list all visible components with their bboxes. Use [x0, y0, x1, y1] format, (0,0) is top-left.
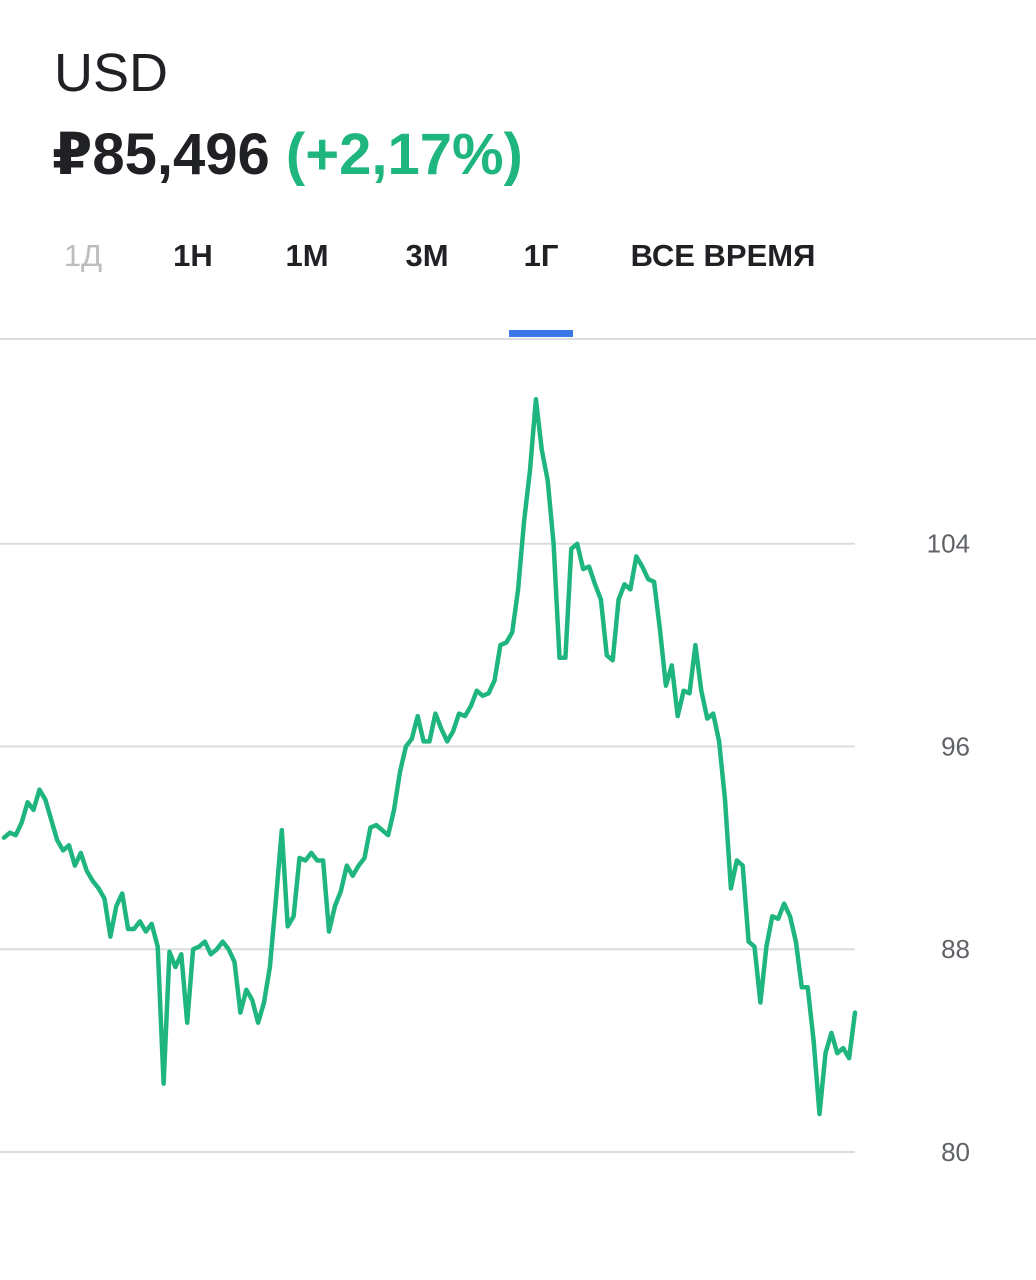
price-change: (+2,17%): [285, 122, 523, 187]
range-tab: 1Д: [63, 238, 103, 273]
range-tab[interactable]: 1Н: [173, 238, 213, 273]
price-line: [1, 397, 858, 1117]
range-tab[interactable]: 3М: [405, 238, 449, 273]
price: ₽85,496: [52, 122, 270, 187]
y-tick-label: 80: [941, 1137, 970, 1167]
y-tick-label: 88: [941, 934, 970, 964]
range-tab[interactable]: 1М: [285, 238, 329, 273]
selected-tab-indicator: [509, 330, 573, 337]
currency-title: USD: [54, 43, 169, 103]
range-tab[interactable]: ВСЕ ВРЕМЯ: [630, 238, 816, 273]
y-tick-label: 96: [941, 731, 970, 761]
price-line: ₽85,496 (+2,17%): [52, 120, 523, 188]
y-tick-label: 104: [927, 529, 970, 559]
range-tabs: 1Д 1Н 1М 3М 1Г ВСЕ ВРЕМЯ: [0, 238, 1036, 340]
range-tab[interactable]: 1Г: [523, 238, 559, 273]
